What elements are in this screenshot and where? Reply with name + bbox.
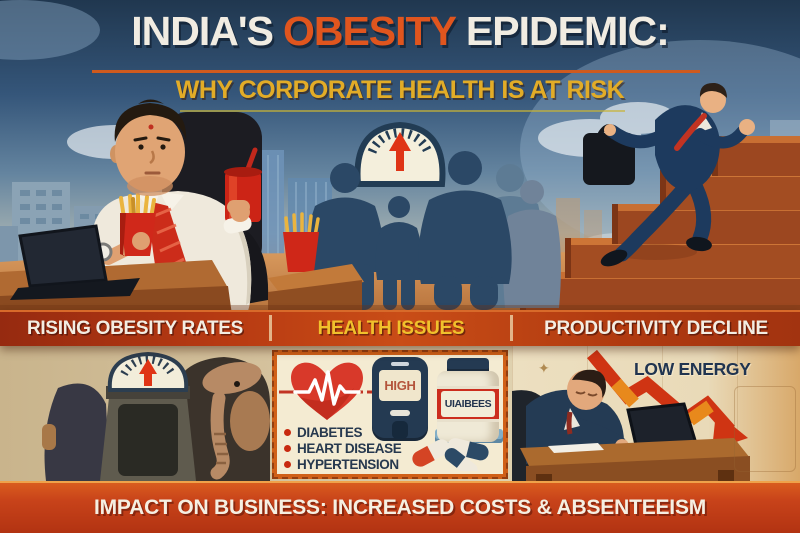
office-desk-left: [0, 224, 232, 315]
list-item: HYPERTENSION: [284, 456, 401, 472]
subtitle-underline: [180, 110, 625, 112]
top-scene-illustration: [0, 0, 800, 315]
title-underline: [92, 70, 700, 73]
wall-frame: [734, 386, 796, 472]
decline-arrow-icon: [587, 349, 748, 450]
page-title: INDIA'S OBESITY EPIDEMIC:: [0, 8, 800, 55]
running-businessman: [583, 82, 755, 267]
list-item: DIABETES: [284, 424, 401, 440]
elephant-illustration: [169, 357, 270, 481]
band-divider: [269, 315, 272, 341]
bottle-label: UIAIBEES: [441, 391, 495, 417]
meter-notch: [391, 362, 409, 366]
pills-icon: [412, 438, 489, 471]
section-title-rising-obesity: RISING OBESITY RATES: [26, 318, 244, 339]
title-lead: INDIA'S: [131, 8, 274, 54]
low-energy-label: LOW ENERGY: [634, 359, 751, 379]
bullet-icon: [284, 460, 291, 468]
bottle-cap: [447, 358, 489, 373]
obesity-scale-panel: [42, 351, 270, 481]
impact-banner: IMPACT ON BUSINESS: INCREASED COSTS & AB…: [0, 481, 800, 533]
meter-slot: [390, 410, 410, 416]
health-issues-card: HIGH UIAIBEES: [272, 350, 508, 479]
health-issues-list: DIABETES HEART DISEASE HYPERTENSION: [284, 424, 402, 472]
title-tail: EPIDEMIC:: [465, 8, 670, 54]
productivity-panel: ✦ LOW ENERGY: [512, 346, 800, 481]
meter-screen: HIGH: [379, 370, 421, 401]
list-item: HEART DISEASE: [284, 440, 402, 456]
sparkle-icon: ✦: [538, 360, 550, 376]
heart-ecg-icon: [279, 362, 374, 420]
weighing-scale-icon: [100, 351, 196, 481]
scale-dial-icon: [354, 121, 446, 187]
side-table-with-fries: [268, 212, 364, 315]
section-band: RISING OBESITY RATES HEALTH ISSUES PRODU…: [0, 310, 800, 346]
page-subtitle: WHY CORPORATE HEALTH IS AT RISK: [175, 76, 625, 104]
worker-desk: [520, 438, 750, 481]
sleeping-worker-illustration: [512, 349, 750, 481]
glucose-meter-icon: HIGH: [372, 357, 428, 441]
title-accent: OBESITY: [282, 8, 457, 54]
pill-bottle-icon: UIAIBEES: [437, 358, 499, 442]
section-title-health-issues: HEALTH ISSUES: [317, 318, 465, 339]
person-silhouette: [42, 383, 110, 481]
meter-button: [392, 421, 408, 439]
bullet-icon: [284, 428, 291, 436]
bullet-icon: [284, 444, 291, 452]
section-title-productivity: PRODUCTIVITY DECLINE: [544, 318, 768, 339]
band-divider: [510, 315, 513, 341]
